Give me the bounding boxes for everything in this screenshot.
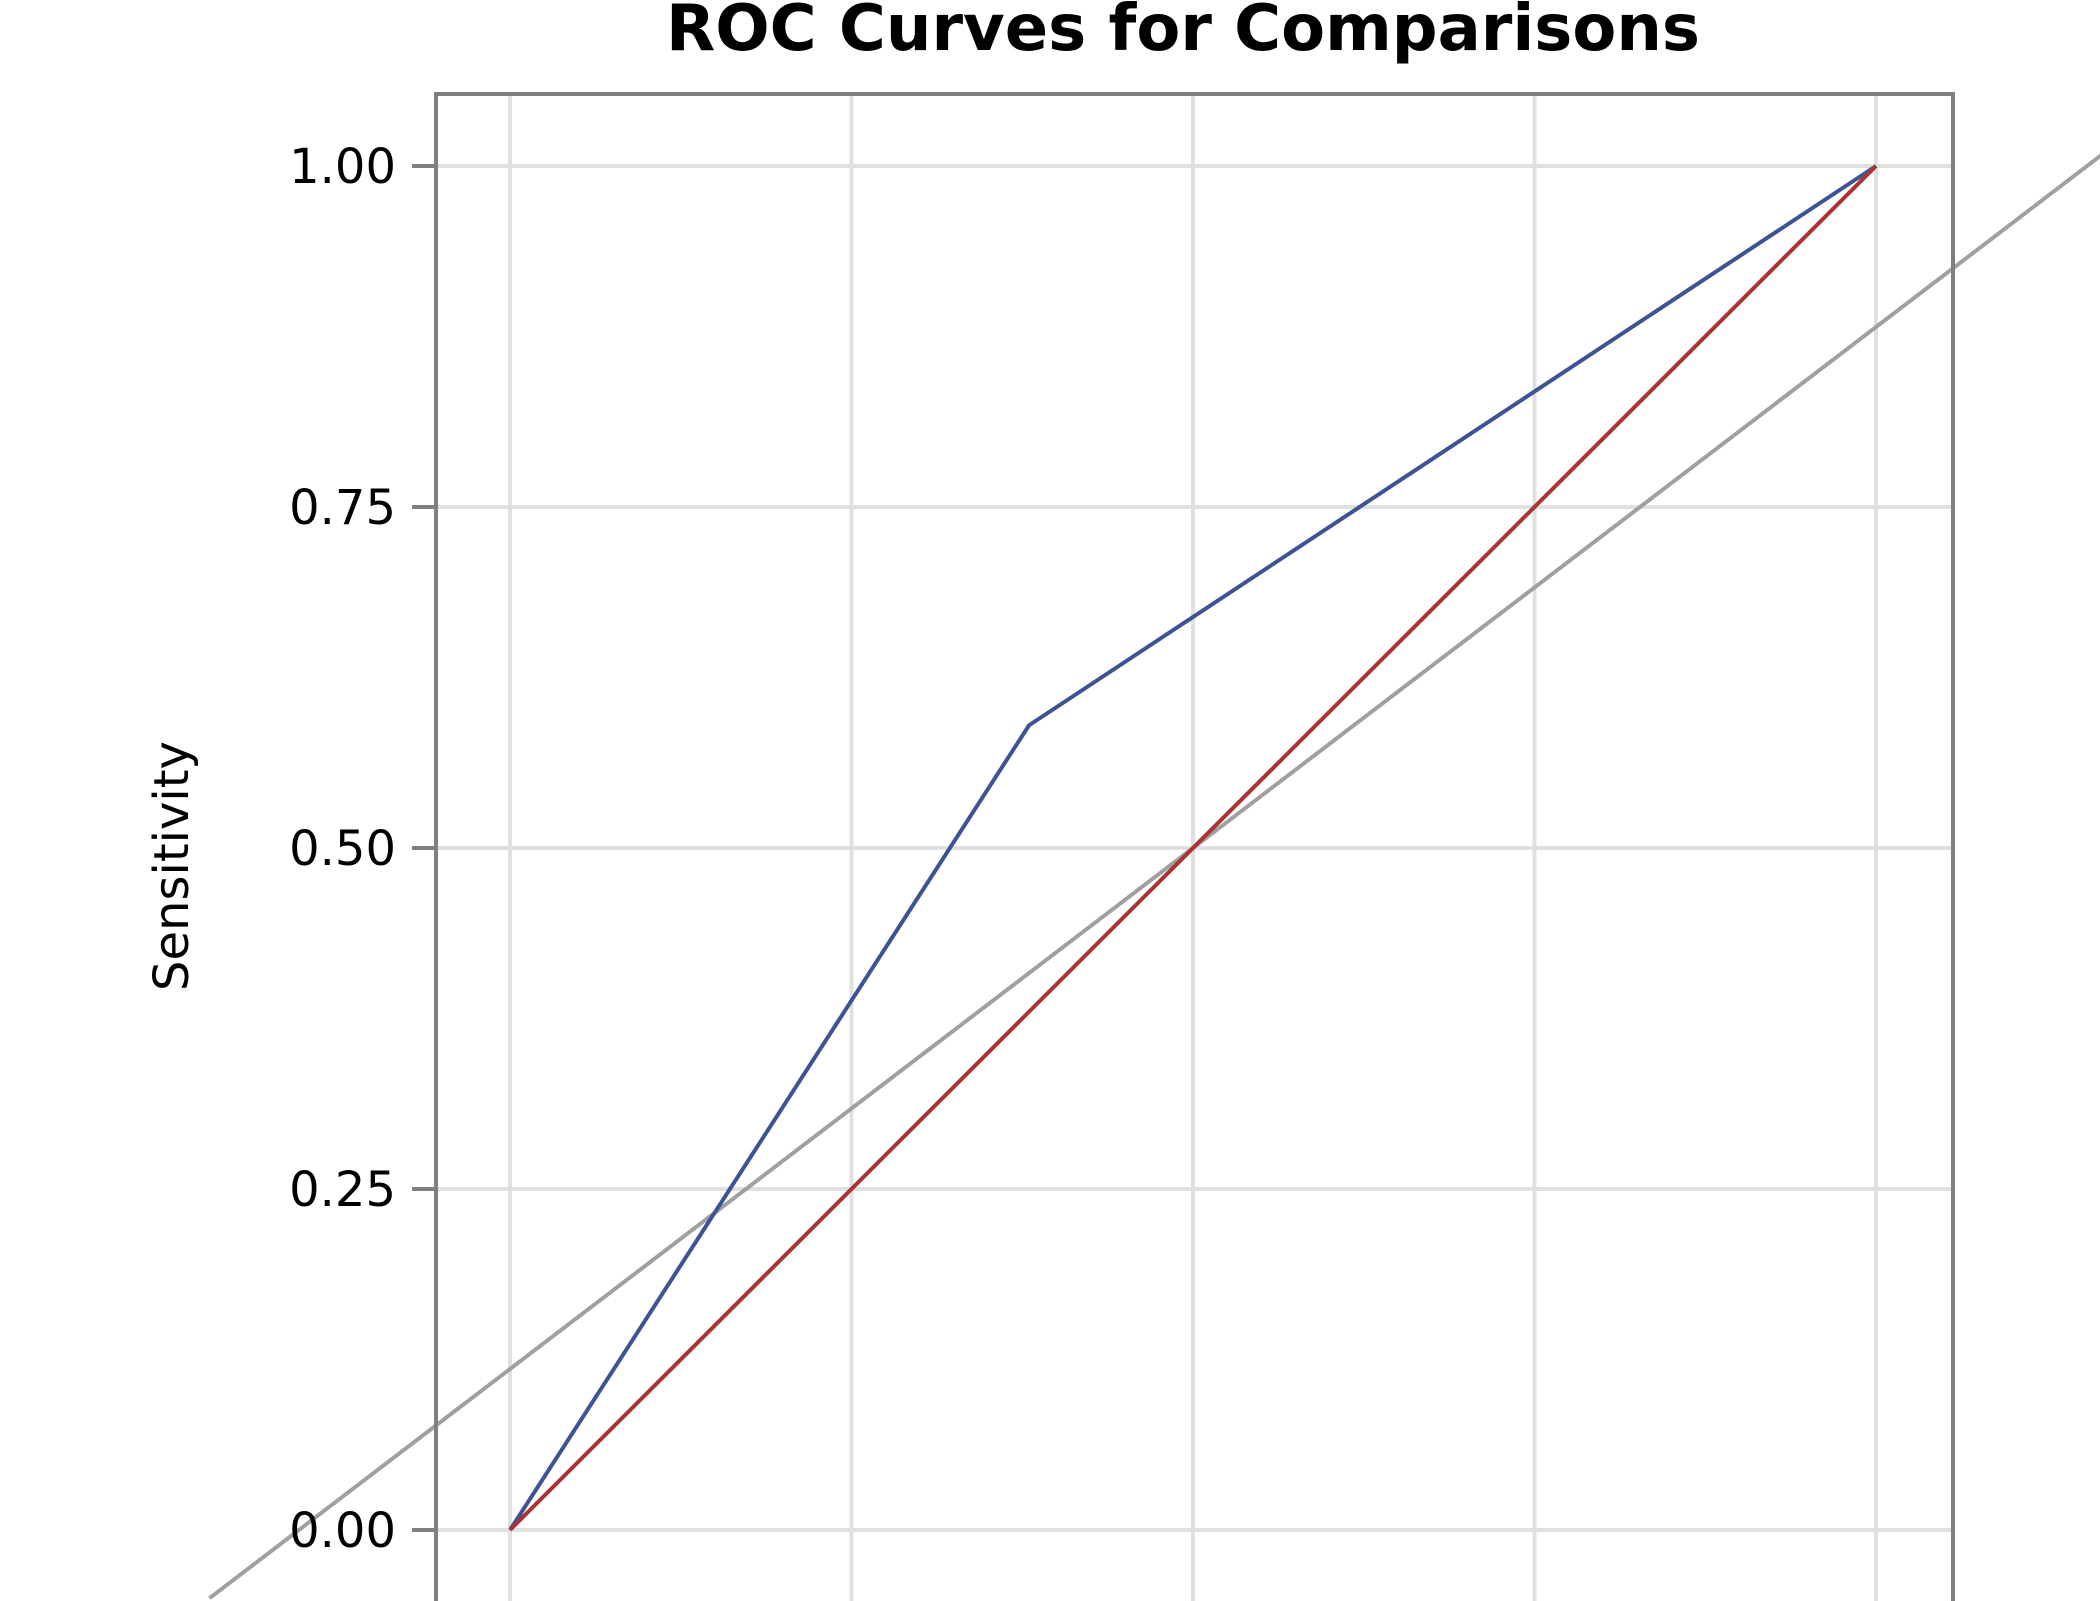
- y-tick-label: 0.75: [289, 480, 396, 536]
- y-axis-label: Sensitivity: [144, 741, 200, 991]
- grid: [436, 94, 1953, 1601]
- y-tick-label: 0.25: [289, 1162, 396, 1218]
- roc-series-line-2: [508, 164, 1878, 1532]
- y-tick-label: 0.00: [289, 1503, 396, 1559]
- y-tick-label: 0.50: [289, 821, 396, 877]
- series-lines: [508, 164, 1878, 1532]
- plot-frame: [434, 92, 1955, 1601]
- y-axis-ticks: 0.00 0.25 0.50 0.75 1.00: [289, 139, 436, 1559]
- roc-series-line-1: [508, 164, 1878, 1532]
- y-tick-label: 1.00: [289, 139, 396, 195]
- chart-title: ROC Curves for Comparisons: [666, 0, 1700, 66]
